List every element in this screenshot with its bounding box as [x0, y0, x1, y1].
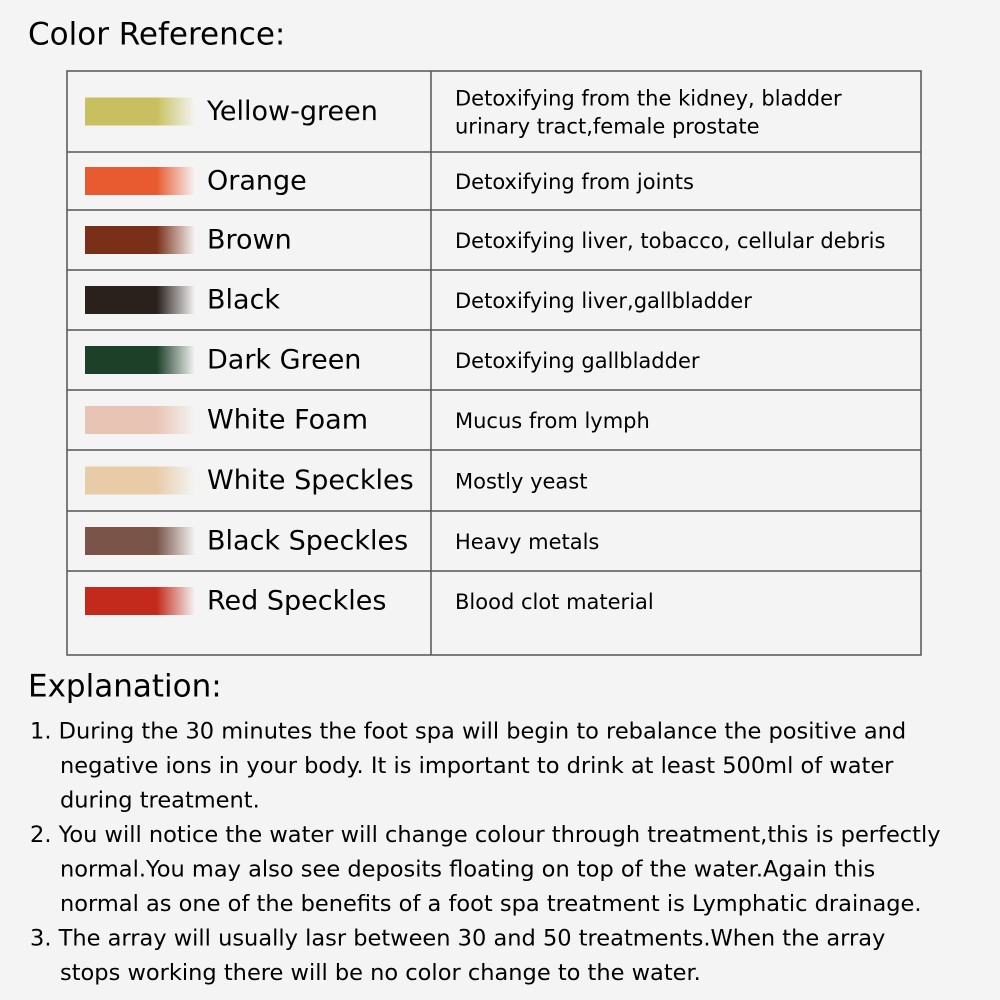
explanation-title: Explanation: [28, 669, 222, 705]
color-name: Black [207, 285, 280, 316]
table-border [66, 70, 922, 656]
color-description: Blood clot material [455, 590, 654, 614]
color-name: Brown [207, 225, 292, 256]
explanation-line: negative ions in your body. It is import… [60, 753, 894, 779]
color-swatch [85, 527, 195, 555]
color-name: Dark Green [207, 345, 361, 376]
explanation-line: stops working there will be no color cha… [60, 960, 701, 986]
color-swatch [85, 286, 195, 314]
explanation-line: normal as one of the benefits of a foot … [60, 891, 922, 917]
explanation-line: during treatment. [60, 788, 260, 814]
color-name: Red Speckles [207, 586, 386, 617]
color-description: Detoxifying liver, tobacco, cellular deb… [455, 229, 885, 253]
color-description: Heavy metals [455, 530, 599, 554]
explanation-line: 1. During the 30 minutes the foot spa wi… [30, 719, 906, 745]
explanation-line: 3. The array will usually lasr between 3… [30, 926, 885, 952]
color-description: Detoxifying from the kidney, bladder [455, 87, 842, 111]
color-swatch [85, 587, 195, 615]
color-swatch [85, 167, 195, 195]
color-swatch [85, 406, 195, 434]
color-name: White Foam [207, 405, 368, 436]
color-description: Detoxifying gallbladder [455, 349, 700, 373]
color-description: urinary tract,female prostate [455, 115, 760, 139]
color-description: Detoxifying liver,gallbladder [455, 289, 752, 313]
explanation-line: normal.You may also see deposits floatin… [60, 857, 875, 883]
color-name: Black Speckles [207, 526, 408, 557]
explanation-line: 2. You will notice the water will change… [30, 822, 941, 848]
color-swatch [85, 226, 195, 254]
color-name: White Speckles [207, 465, 414, 496]
color-swatch [85, 466, 195, 495]
color-description: Mucus from lymph [455, 409, 650, 433]
color-name: Orange [207, 166, 307, 197]
title: Color Reference: [28, 17, 285, 53]
color-name: Yellow-green [206, 96, 378, 127]
color-swatch [85, 346, 195, 374]
color-description: Detoxifying from joints [455, 170, 694, 194]
color-description: Mostly yeast [455, 470, 587, 494]
color-swatch [85, 97, 195, 126]
